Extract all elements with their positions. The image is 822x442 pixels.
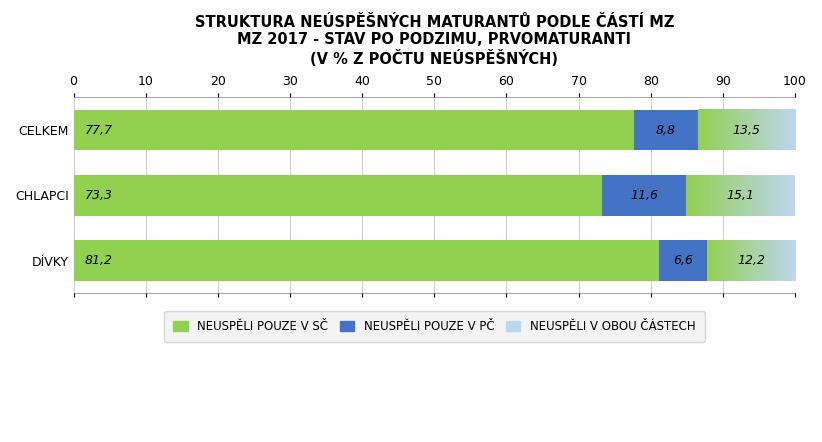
Text: 77,7: 77,7 xyxy=(85,123,113,137)
Text: 11,6: 11,6 xyxy=(630,189,658,202)
Bar xyxy=(635,110,698,150)
Text: 81,2: 81,2 xyxy=(85,254,113,267)
Text: 13,5: 13,5 xyxy=(732,123,760,137)
Bar xyxy=(603,175,686,216)
Bar xyxy=(659,240,707,281)
Legend: NEUSPĚLI POUZE V SČ, NEUSPĚLI POUZE V PČ, NEUSPĚLI V OBOU ČÁSTECH: NEUSPĚLI POUZE V SČ, NEUSPĚLI POUZE V PČ… xyxy=(164,311,704,343)
Text: 12,2: 12,2 xyxy=(737,254,765,267)
Title: STRUKTURA NEÚSPĚŠNÝCH MATURANTŮ PODLE ČÁSTÍ MZ
MZ 2017 - STAV PO PODZIMU, PRVOMA: STRUKTURA NEÚSPĚŠNÝCH MATURANTŮ PODLE ČÁ… xyxy=(195,15,674,67)
Text: 8,8: 8,8 xyxy=(656,123,676,137)
Bar xyxy=(74,240,659,281)
Text: 15,1: 15,1 xyxy=(727,189,755,202)
Bar xyxy=(74,110,635,150)
Text: 73,3: 73,3 xyxy=(85,189,113,202)
Text: 6,6: 6,6 xyxy=(673,254,693,267)
Bar xyxy=(74,175,603,216)
